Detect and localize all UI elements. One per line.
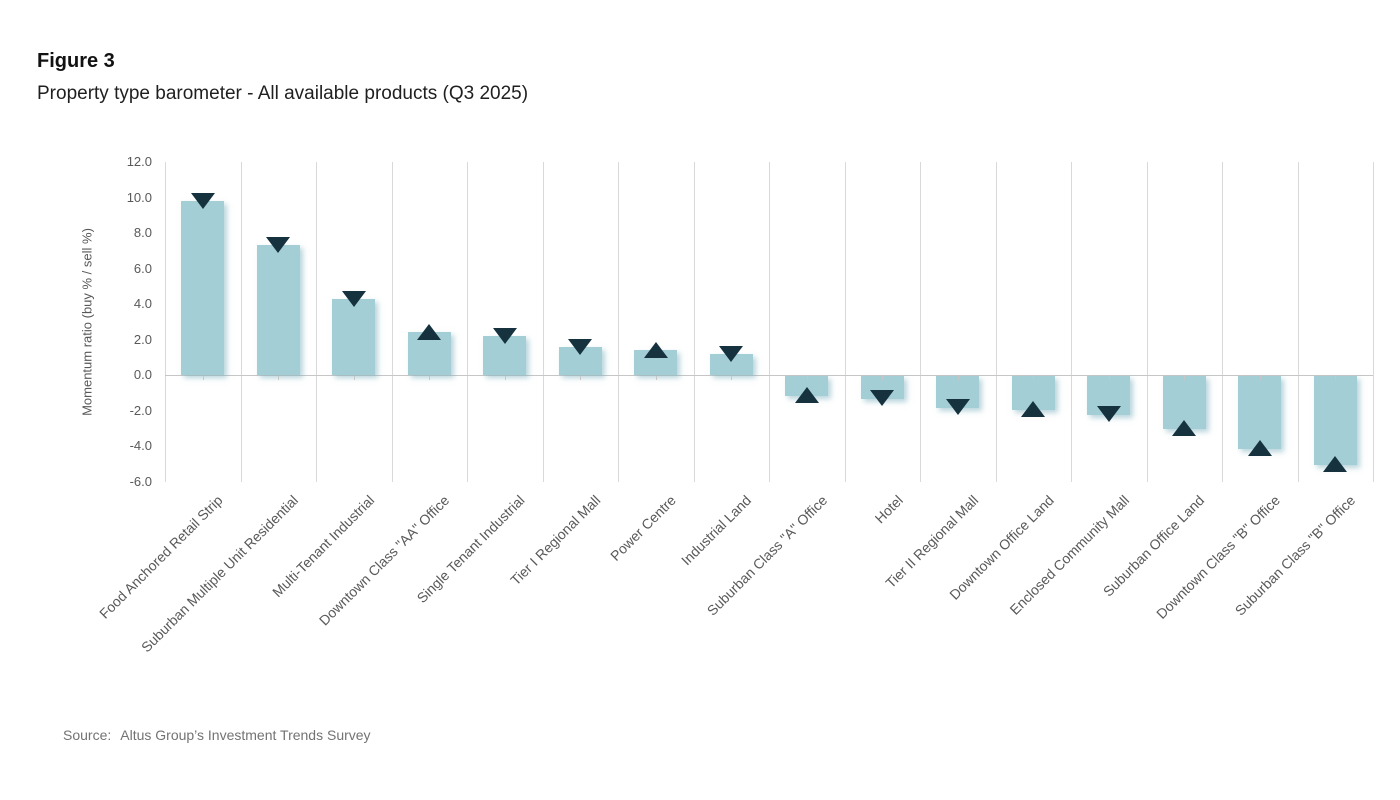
category-gridline [240,162,242,482]
category-label-power-centre: Power Centre [607,492,680,564]
category-axis-tick [1335,376,1337,380]
source-label: Source: [63,727,112,743]
source-note: Source: Altus Group’s Investment Trends S… [63,727,371,743]
category-gridline [844,162,846,482]
category-gridline [995,162,997,482]
category-axis-tick [278,376,280,380]
y-tick-label: 0.0 [133,367,152,382]
category-label-industrial-land: Industrial Land [678,492,755,569]
category-axis-tick [655,376,657,380]
category-gridline [920,162,921,482]
marker-up-triangle-downtown-class-aa-office [417,324,442,341]
bar-suburban-multiple-unit-residential [256,245,300,375]
marker-down-triangle-single-tenant-industrial [492,327,517,344]
category-label-downtown-class-b-office: Downtown Class "B" Office [1153,492,1284,622]
category-label-suburban-multiple-unit-residential: Suburban Multiple Unit Residential [138,492,302,656]
category-gridline [1297,162,1299,482]
bar-food-anchored-retail-strip [181,201,225,375]
category-gridline [542,162,544,482]
category-axis-tick [580,376,582,380]
category-gridline [693,162,695,482]
category-axis-tick [1259,376,1261,380]
source-text: Altus Group’s Investment Trends Survey [120,727,371,743]
category-axis-tick [353,376,355,380]
y-axis-title: Momentum ratio (buy % / sell %) [79,228,95,416]
marker-up-triangle-downtown-office-land [1021,400,1046,417]
marker-up-triangle-power-centre [643,342,668,359]
category-gridline [1222,162,1223,482]
category-axis-tick [202,376,204,380]
marker-up-triangle-suburban-class-b-office [1323,455,1348,472]
y-tick-label: 10.0 [126,189,152,205]
zero-axis-line [165,375,1373,376]
category-axis-tick [731,376,733,380]
category-gridline [1373,162,1374,482]
category-gridline [467,162,468,482]
y-tick-label: -6.0 [129,473,152,489]
category-label-hotel: Hotel [871,492,906,527]
category-gridline [391,162,393,482]
category-label-downtown-class-aa-office: Downtown Class "AA" Office [316,492,453,629]
y-tick-label: -4.0 [129,438,152,453]
figure-title: Property type barometer - All available … [37,83,529,104]
marker-down-triangle-food-anchored-retail-strip [190,193,215,210]
y-tick-label: 4.0 [133,296,152,311]
marker-down-triangle-tier-ii-regional-mall [945,398,970,415]
marker-down-triangle-multi-tenant-industrial [341,290,366,307]
category-axis-tick [1108,376,1110,380]
category-gridline [618,162,619,482]
y-tick-label: 2.0 [133,331,152,347]
category-axis-tick [957,376,959,380]
y-tick-label: 8.0 [133,225,152,240]
marker-down-triangle-enclosed-community-mall [1096,406,1121,423]
category-axis-tick [882,376,884,380]
y-tick-label: -2.0 [129,402,152,418]
category-label-food-anchored-retail-strip: Food Anchored Retail Strip [96,492,227,622]
bar-multi-tenant-industrial [332,298,376,375]
category-gridline [1146,162,1148,482]
category-gridline [165,162,166,482]
marker-up-triangle-suburban-office-land [1172,420,1197,437]
bar-downtown-class-b-office [1238,376,1282,449]
category-axis-tick [504,376,506,380]
marker-down-triangle-suburban-multiple-unit-residential [266,237,291,254]
marker-down-triangle-hotel [870,390,895,407]
category-gridline [316,162,317,482]
marker-down-triangle-tier-i-regional-mall [568,338,593,355]
category-gridline [1071,162,1072,482]
y-tick-label: 12.0 [126,154,152,169]
category-axis-tick [806,376,808,380]
bar-suburban-class-b-office [1313,376,1357,465]
category-axis-tick [429,376,431,380]
category-axis-tick [1184,376,1186,380]
marker-up-triangle-downtown-class-b-office [1247,439,1272,456]
figure-label: Figure 3 [37,50,115,72]
y-tick-label: 6.0 [133,260,152,276]
category-gridline [769,162,770,482]
category-axis-tick [1033,376,1035,380]
marker-up-triangle-suburban-class-a-office [794,386,819,403]
marker-down-triangle-industrial-land [719,345,744,362]
